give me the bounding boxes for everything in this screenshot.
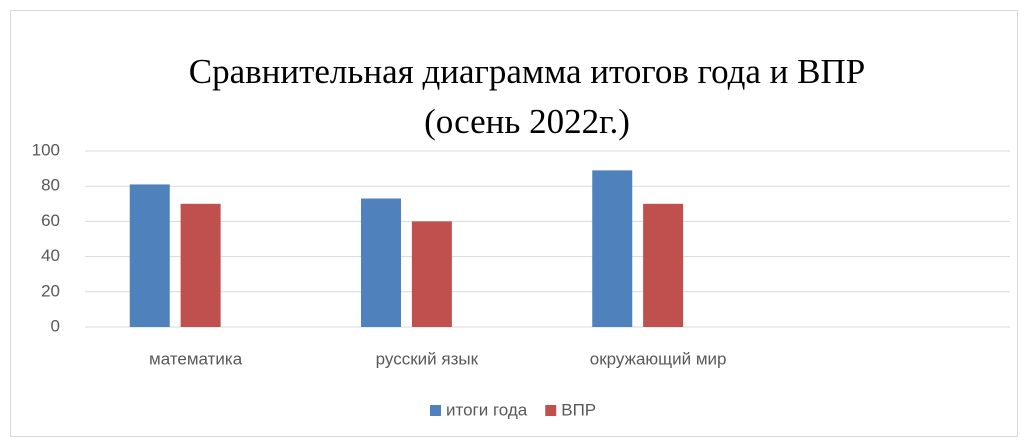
chart-frame xyxy=(10,10,1018,437)
bar xyxy=(643,203,684,327)
x-tick-label: окружающий мир xyxy=(590,349,727,368)
legend-label: ВПР xyxy=(561,400,596,419)
y-tick-label: 80 xyxy=(41,176,60,195)
x-tick-label: русский язык xyxy=(376,349,479,368)
y-tick-label: 0 xyxy=(51,316,60,335)
bar xyxy=(180,203,221,327)
legend-swatch xyxy=(430,405,441,416)
chart-subtitle: (осень 2022г.) xyxy=(424,102,630,141)
y-tick-label: 60 xyxy=(41,211,60,230)
chart-title: Сравнительная диаграмма итогов года и ВП… xyxy=(189,52,866,91)
y-tick-label: 40 xyxy=(41,246,60,265)
bar xyxy=(592,170,633,327)
x-tick-label: математика xyxy=(149,349,243,368)
bar xyxy=(360,198,402,327)
bar xyxy=(411,221,452,327)
legend-label: итоги года xyxy=(446,400,528,419)
bar xyxy=(129,184,170,327)
legend-swatch xyxy=(545,405,557,416)
y-tick-label: 20 xyxy=(41,281,60,300)
y-tick-label: 100 xyxy=(32,140,60,159)
